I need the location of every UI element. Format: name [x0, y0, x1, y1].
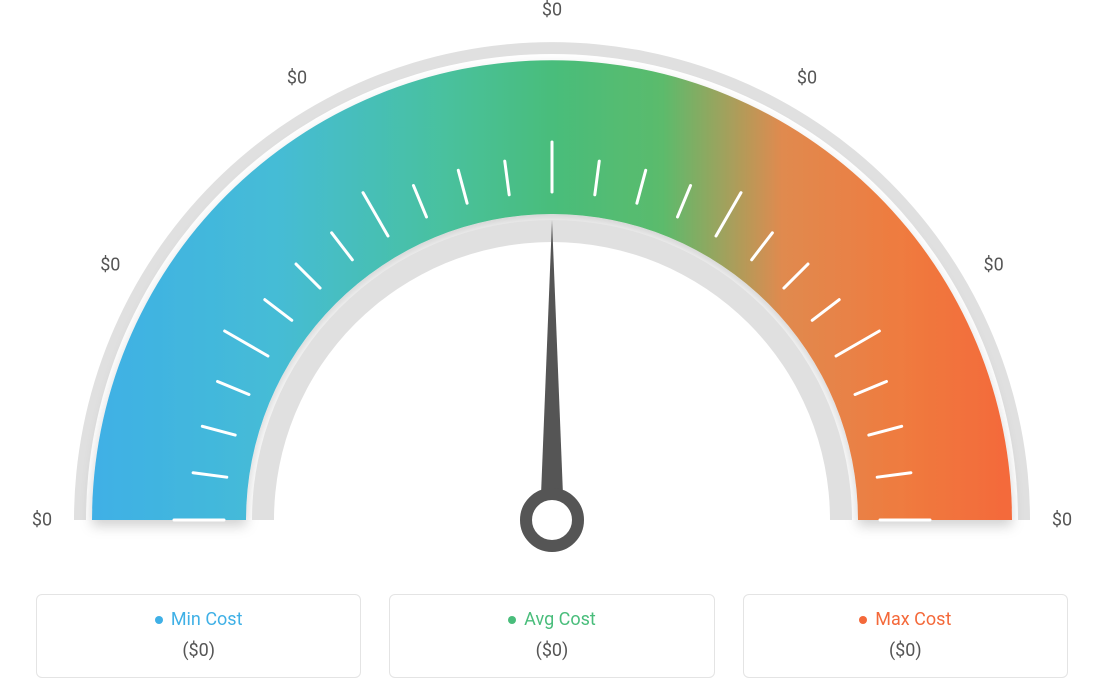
- legend-label-avg: Avg Cost: [524, 609, 596, 630]
- legend-dot-max: [859, 616, 867, 624]
- legend-value-avg: ($0): [400, 640, 703, 661]
- gauge-tick-label: $0: [797, 68, 817, 89]
- legend-value-max: ($0): [754, 640, 1057, 661]
- legend-title-max: Max Cost: [859, 609, 951, 630]
- gauge-tick-label: $0: [287, 68, 307, 89]
- legend-value-min: ($0): [47, 640, 350, 661]
- gauge-tick-label: $0: [100, 255, 120, 276]
- legend-card-max: Max Cost ($0): [743, 594, 1068, 679]
- legend-label-max: Max Cost: [875, 609, 951, 630]
- gauge-tick-label: $0: [542, 0, 562, 21]
- legend-card-avg: Avg Cost ($0): [389, 594, 714, 679]
- gauge-tick-label: $0: [32, 510, 52, 531]
- legend-title-avg: Avg Cost: [508, 609, 596, 630]
- legend-row: Min Cost ($0) Avg Cost ($0) Max Cost ($0): [36, 594, 1068, 679]
- gauge-tick-label: $0: [984, 255, 1004, 276]
- gauge-tick-label: $0: [1052, 510, 1072, 531]
- legend-card-min: Min Cost ($0): [36, 594, 361, 679]
- legend-dot-avg: [508, 616, 516, 624]
- legend-label-min: Min Cost: [171, 609, 243, 630]
- gauge-area: $0 $0 $0 $0 $0 $0 $0: [0, 0, 1104, 560]
- gauge-chart-container: $0$0$0$0$0$0$0 Min Cost($0)Avg Cost($0)M…: [0, 0, 1104, 690]
- legend-title-min: Min Cost: [155, 609, 243, 630]
- legend-dot-min: [155, 616, 163, 624]
- gauge-svg: [0, 0, 1104, 560]
